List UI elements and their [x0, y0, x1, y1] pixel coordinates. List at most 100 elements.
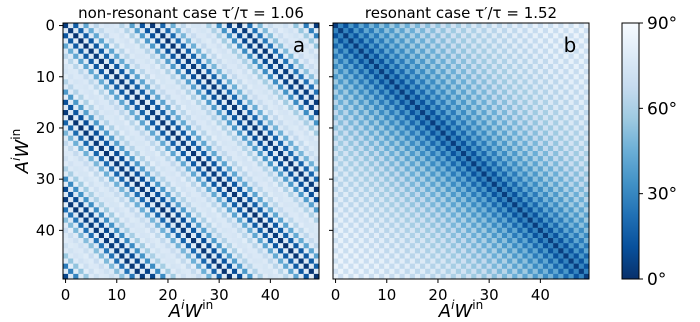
heatmap-cell — [247, 38, 253, 44]
heatmap-cell — [471, 84, 477, 90]
heatmap-cell — [303, 222, 310, 229]
heatmap-cell — [384, 268, 390, 275]
heatmap-cell — [247, 217, 253, 223]
heatmap-cell — [68, 212, 74, 218]
heatmap-cell — [165, 58, 171, 65]
heatmap-cell — [338, 115, 344, 121]
heatmap-cell — [221, 84, 228, 90]
heatmap-cell — [313, 151, 320, 157]
heatmap-cell — [353, 69, 359, 75]
heatmap-cell — [486, 202, 493, 208]
heatmap-cell — [548, 28, 554, 34]
heatmap-cell — [430, 23, 436, 29]
x-tick-label: 20 — [158, 286, 177, 304]
heatmap-cell — [150, 181, 156, 188]
heatmap-cell — [420, 110, 426, 116]
heatmap-cell — [206, 140, 212, 147]
heatmap-cell — [384, 120, 390, 126]
heatmap-cell — [358, 212, 365, 218]
heatmap-cell — [68, 53, 74, 60]
heatmap-cell — [338, 94, 344, 101]
heatmap-cell — [389, 197, 395, 203]
heatmap-cell — [175, 135, 182, 142]
heatmap-cell — [573, 89, 580, 95]
heatmap-cell — [73, 33, 79, 39]
heatmap-cell — [119, 38, 125, 44]
heatmap-cell — [308, 120, 315, 126]
heatmap-cell — [63, 33, 69, 39]
heatmap-cell — [103, 273, 110, 280]
heatmap-cell — [119, 176, 125, 183]
heatmap-cell — [466, 89, 472, 95]
heatmap-cell — [445, 151, 452, 157]
heatmap-cell — [476, 258, 482, 264]
heatmap-cell — [191, 171, 197, 177]
heatmap-cell — [404, 74, 411, 80]
heatmap-cell — [211, 273, 217, 280]
heatmap-cell — [455, 94, 462, 101]
heatmap-cell — [450, 115, 457, 121]
heatmap-cell — [298, 156, 304, 162]
heatmap-cell — [379, 243, 385, 249]
heatmap-cell — [491, 135, 498, 142]
heatmap-cell — [267, 166, 274, 172]
heatmap-cell — [267, 115, 274, 121]
heatmap-cell — [363, 43, 370, 49]
heatmap-cell — [272, 130, 279, 136]
heatmap-cell — [409, 38, 416, 44]
heatmap-cell — [450, 268, 457, 275]
heatmap-cell — [119, 166, 125, 172]
heatmap-cell — [191, 130, 197, 136]
heatmap-cell — [501, 38, 508, 44]
heatmap-cell — [83, 99, 89, 106]
heatmap-cell — [563, 63, 569, 70]
heatmap-cell — [267, 212, 274, 218]
heatmap-cell — [414, 258, 421, 264]
heatmap-cell — [88, 38, 95, 44]
heatmap-cell — [491, 217, 498, 223]
heatmap-cell — [303, 248, 310, 254]
heatmap-cell — [262, 99, 269, 106]
heatmap-cell — [247, 207, 253, 213]
heatmap-cell — [278, 166, 284, 172]
heatmap-cell — [303, 243, 310, 249]
heatmap-cell — [517, 63, 523, 70]
heatmap-cell — [537, 89, 544, 95]
heatmap-cell — [293, 186, 299, 193]
heatmap-cell — [134, 171, 141, 177]
heatmap-cell — [578, 248, 585, 254]
heatmap-cell — [68, 186, 74, 193]
heatmap-cell — [196, 191, 202, 198]
heatmap-cell — [160, 191, 166, 198]
heatmap-cell — [558, 120, 564, 126]
heatmap-cell — [298, 161, 304, 167]
heatmap-cell — [435, 79, 441, 85]
heatmap-cell — [129, 166, 135, 172]
heatmap-cell — [373, 268, 380, 275]
heatmap-cell — [507, 89, 513, 95]
heatmap-cell — [537, 38, 544, 44]
heatmap-cell — [221, 135, 228, 142]
heatmap-cell — [373, 197, 380, 203]
heatmap-cell — [139, 161, 146, 167]
heatmap-cell — [221, 28, 228, 34]
heatmap-cell — [144, 135, 151, 142]
heatmap-cell — [170, 253, 176, 259]
heatmap-cell — [283, 258, 289, 264]
heatmap-cell — [512, 253, 518, 259]
heatmap-cell — [573, 176, 580, 183]
heatmap-cell — [404, 53, 411, 60]
heatmap-cell — [553, 232, 559, 239]
heatmap-cell — [283, 104, 289, 111]
heatmap-cell — [491, 197, 498, 203]
heatmap-cell — [175, 125, 182, 131]
heatmap-cell — [548, 104, 554, 111]
heatmap-cell — [409, 84, 416, 90]
heatmap-cell — [537, 63, 544, 70]
heatmap-cell — [343, 79, 349, 85]
heatmap-cell — [435, 115, 441, 121]
heatmap-cell — [114, 135, 120, 142]
heatmap-cell — [155, 176, 161, 183]
heatmap-cell — [548, 243, 554, 249]
heatmap-cell — [237, 74, 243, 80]
